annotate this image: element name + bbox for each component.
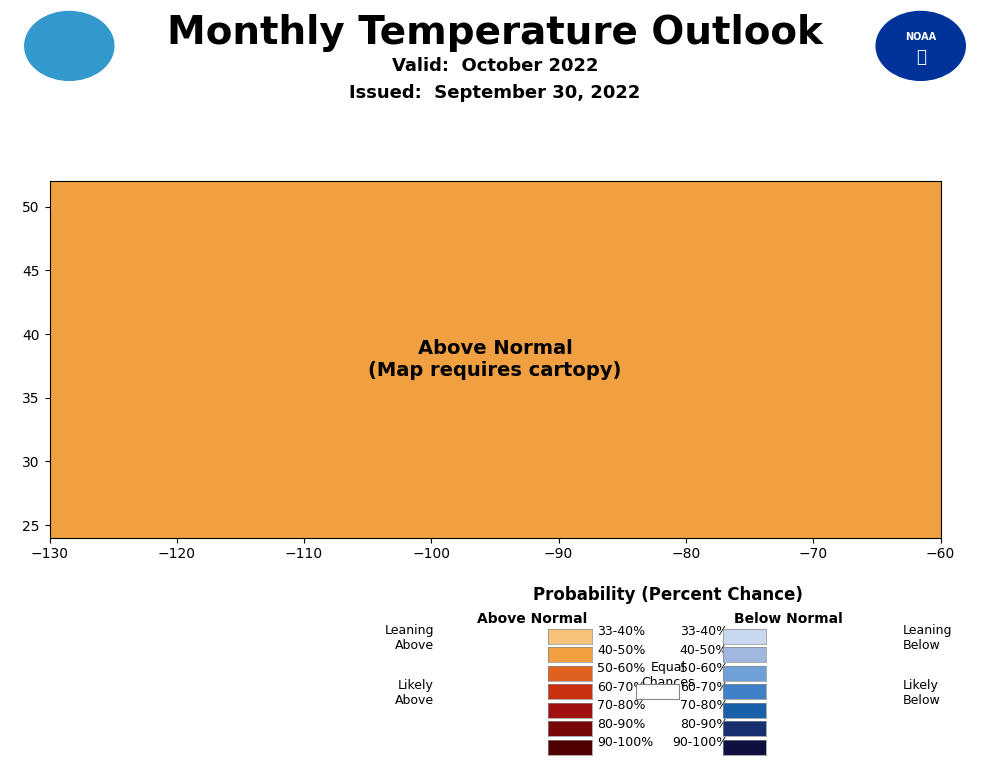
Text: NOAA: NOAA bbox=[905, 31, 937, 42]
Text: 90-100%: 90-100% bbox=[598, 737, 653, 750]
Text: 80-90%: 80-90% bbox=[598, 718, 645, 731]
Text: 33-40%: 33-40% bbox=[680, 626, 728, 638]
Text: Above Normal: Above Normal bbox=[477, 612, 587, 626]
Text: Monthly Temperature Outlook: Monthly Temperature Outlook bbox=[167, 14, 823, 52]
Text: Below Normal: Below Normal bbox=[734, 612, 842, 626]
Text: 40-50%: 40-50% bbox=[680, 644, 728, 657]
Text: 90-100%: 90-100% bbox=[672, 737, 728, 750]
Text: Issued:  September 30, 2022: Issued: September 30, 2022 bbox=[349, 84, 641, 103]
Text: 33-40%: 33-40% bbox=[598, 626, 645, 638]
Text: 70-80%: 70-80% bbox=[598, 699, 645, 712]
Text: Leaning
Below: Leaning Below bbox=[903, 623, 952, 652]
Text: Equal
Chances: Equal Chances bbox=[642, 661, 695, 689]
Text: 60-70%: 60-70% bbox=[680, 681, 728, 694]
Circle shape bbox=[25, 11, 114, 80]
Text: 60-70%: 60-70% bbox=[598, 681, 645, 694]
Text: 50-60%: 50-60% bbox=[680, 662, 728, 675]
Text: Leaning
Above: Leaning Above bbox=[384, 623, 434, 652]
Text: 40-50%: 40-50% bbox=[598, 644, 645, 657]
Text: 80-90%: 80-90% bbox=[680, 718, 728, 731]
Text: 🐦: 🐦 bbox=[916, 48, 926, 67]
Circle shape bbox=[876, 11, 965, 80]
Text: Valid:  October 2022: Valid: October 2022 bbox=[392, 57, 598, 75]
Text: Probability (Percent Chance): Probability (Percent Chance) bbox=[534, 587, 803, 604]
Text: Likely
Above: Likely Above bbox=[395, 679, 434, 708]
Text: Likely
Below: Likely Below bbox=[903, 679, 940, 708]
Text: Above Normal
(Map requires cartopy): Above Normal (Map requires cartopy) bbox=[368, 339, 622, 380]
Text: 50-60%: 50-60% bbox=[598, 662, 645, 675]
Text: 70-80%: 70-80% bbox=[680, 699, 728, 712]
